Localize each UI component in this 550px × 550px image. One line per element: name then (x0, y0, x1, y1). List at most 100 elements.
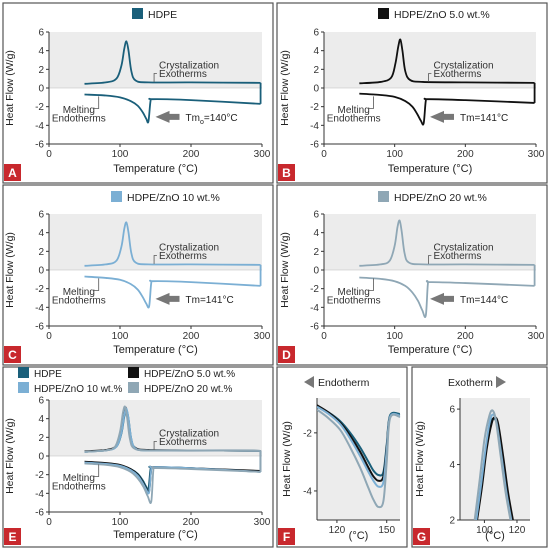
y-tick-label: 0 (313, 266, 319, 277)
tm-arrow-icon (430, 110, 454, 123)
heating-curve (84, 93, 261, 124)
panel-frame (2, 184, 274, 366)
series-hdpe-zno-20-wt- (359, 219, 536, 318)
curve (473, 409, 512, 520)
annotation-exotherms: Exotherms (159, 437, 207, 448)
annotation-endotherms: Endotherms (327, 114, 381, 125)
tm-arrow-icon (155, 292, 180, 305)
annotation-endotherms: Endotherms (52, 482, 106, 493)
panel-letter-badge (413, 528, 430, 545)
annotation-crystalization: Crystalization (434, 242, 494, 253)
annotation-crystalization: Crystalization (159, 242, 219, 253)
legend-label: HDPE (148, 9, 177, 21)
y-tick-label: 6 (38, 210, 44, 221)
x-tick-label: 0 (321, 331, 327, 342)
series-hdpe-zno-10-wt- (84, 221, 262, 309)
x-tick-label: 300 (528, 331, 545, 342)
y-tick-label: -2 (35, 284, 44, 295)
x-tick-label: 0 (321, 149, 327, 160)
y-axis-label: Heat Flow (W/g) (279, 232, 291, 308)
panel-title: Endotherm (318, 377, 370, 389)
y-tick-label: 2 (38, 433, 44, 444)
curve (317, 408, 401, 509)
x-axis-label: (°C) (349, 530, 369, 542)
legend-swatch (128, 367, 139, 378)
exotherm-region (49, 32, 262, 88)
cooling-curve (84, 221, 261, 267)
legend-label: HDPE (34, 369, 62, 380)
tm-label-value: =140°C (204, 113, 238, 124)
tm-label: Tm=141°C (186, 295, 234, 306)
panel-frame (276, 366, 408, 548)
tm-arrow-icon (430, 292, 454, 305)
x-tick-label: 300 (254, 331, 271, 342)
x-tick-label: 300 (254, 517, 271, 528)
tm-label-main: Tm (460, 295, 474, 306)
annotation-exotherms: Exotherms (434, 69, 482, 80)
x-axis-label: Temperature (°C) (388, 344, 472, 356)
y-tick-label: -4 (35, 489, 44, 500)
panel-c: 0 100 200 300 -6 -4 -2 0 2 4 6 Temperature (°C) Heat… (2, 184, 274, 366)
panel-title: Exotherm (448, 377, 493, 389)
x-tick-label: 300 (528, 149, 545, 160)
tm-label-main: Tm (460, 113, 474, 124)
y-axis-label: Heat Flow (W/g) (4, 418, 16, 494)
annotation-melting: Melting (63, 473, 95, 484)
x-tick-label: 120 (509, 525, 526, 536)
legend-swatch (378, 8, 389, 19)
y-tick-label: 2 (313, 247, 319, 258)
panel-a: 0 100 200 300 -6 -4 -2 0 2 4 6 Temperature (°C) Heat… (2, 2, 274, 184)
panel-letter: C (8, 348, 17, 362)
x-tick-label: 0 (46, 149, 52, 160)
panel-frame (2, 2, 274, 184)
x-tick-label: 120 (329, 525, 346, 536)
legend-swatch (18, 382, 29, 393)
y-tick-label: 4 (313, 228, 319, 239)
legend-swatch (132, 8, 143, 19)
melting-leader (93, 278, 100, 291)
x-tick-label: 200 (457, 331, 474, 342)
exotherm-region (324, 32, 536, 88)
tm-label: Tmo=140°C (186, 113, 238, 126)
tm-arrow-icon (155, 110, 180, 123)
legend-swatch (18, 367, 29, 378)
series-hdpe-zno-20-wt- (317, 408, 401, 509)
melting-leader (93, 96, 100, 109)
x-tick-label: 0 (46, 517, 52, 528)
legend-swatch (128, 382, 139, 393)
annotation-melting: Melting (63, 105, 95, 116)
series-hdpe-zno-20-wt- (473, 409, 512, 520)
y-tick-label: 0 (313, 84, 319, 95)
crystallization-leader (153, 73, 157, 82)
annotation-melting: Melting (338, 105, 370, 116)
y-tick-label: -6 (310, 140, 319, 151)
x-tick-label: 100 (112, 517, 129, 528)
tm-label: Tm=144°C (460, 295, 508, 306)
panel-d: 0 100 200 300 -6 -4 -2 0 2 4 6 Temperature (°C) Heat… (276, 184, 548, 366)
tm-label-value: =144°C (474, 295, 508, 306)
panel-f: 120 150 -4 -2 (°C) Heat Flow (W/g) Endotherm F (276, 366, 408, 548)
crystallization-leader (153, 441, 157, 450)
annotation-endotherms: Endotherms (52, 114, 106, 125)
y-tick-label: 6 (313, 210, 319, 221)
crystallization-leader (428, 73, 432, 82)
legend-label: HDPE/ZnO 20 wt.% (394, 192, 487, 204)
y-tick-label: -4 (35, 303, 44, 314)
crystallization-leader (428, 255, 432, 264)
y-tick-label: -4 (303, 486, 312, 497)
y-tick-label: 4 (313, 46, 319, 57)
y-axis-label: Heat Flow (W/g) (279, 50, 291, 126)
cooling-curve (84, 405, 261, 453)
annotation-crystalization: Crystalization (434, 60, 494, 71)
annotation-crystalization: Crystalization (159, 428, 219, 439)
x-axis-label: Temperature (°C) (388, 163, 472, 175)
series-hdpe-zno-5-0-wt- (359, 38, 536, 126)
x-tick-label: 100 (476, 525, 493, 536)
heating-curve (84, 275, 261, 309)
left-arrow-icon (304, 376, 314, 388)
y-tick-label: -4 (35, 121, 44, 132)
y-tick-label: -2 (35, 470, 44, 481)
legend-label: HDPE/ZnO 5.0 wt.% (394, 9, 490, 21)
heating-curve (359, 276, 535, 318)
annotation-exotherms: Exotherms (434, 251, 482, 262)
